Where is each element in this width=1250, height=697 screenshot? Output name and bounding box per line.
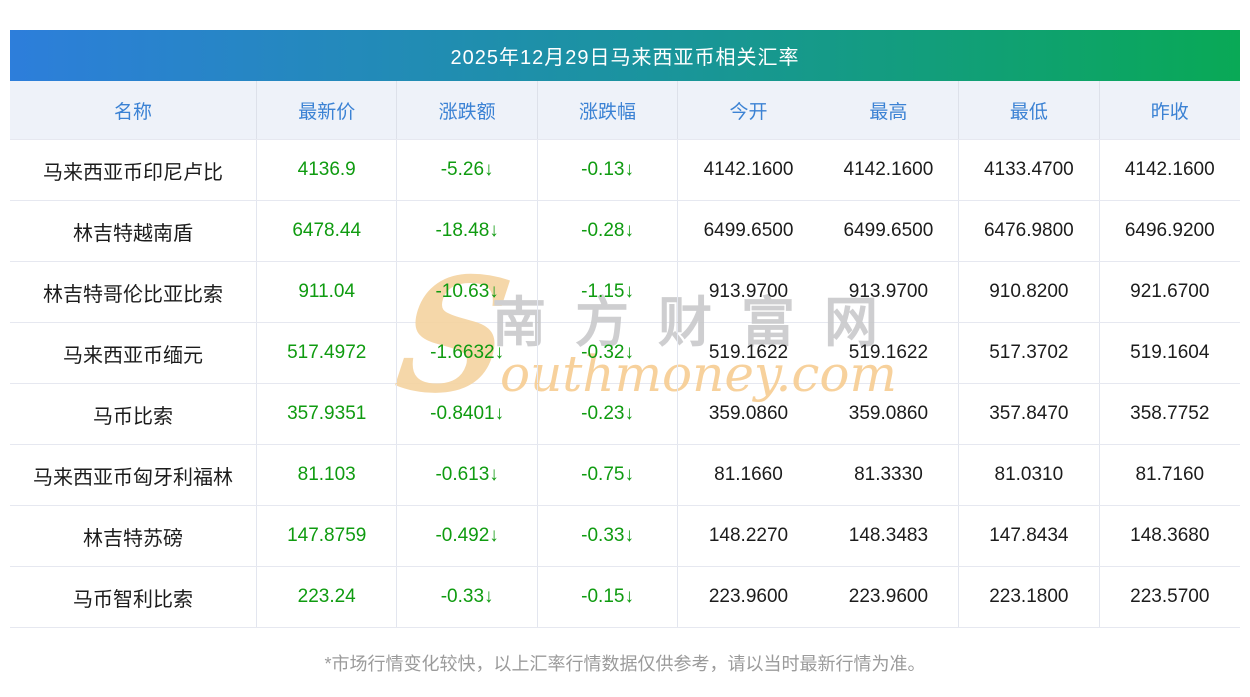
high-price: 81.3330 <box>819 445 960 505</box>
column-header-latest-price: 最新价 <box>257 81 398 139</box>
table-title-banner: 2025年12月29日马来西亚币相关汇率 <box>10 30 1240 81</box>
column-header-open: 今开 <box>729 101 768 123</box>
table-row: 马币比索 357.9351 -0.8401↓ -0.23↓ 359.0860 3… <box>10 384 1240 445</box>
table-row: 林吉特哥伦比亚比索 911.04 -10.63↓ -1.15↓ 913.9700… <box>10 262 1240 323</box>
high-price: 223.9600 <box>819 567 960 627</box>
high-price: 148.3483 <box>819 506 960 566</box>
latest-price: 4136.9 <box>257 140 398 200</box>
latest-price: 147.8759 <box>257 506 398 566</box>
change-percent: -0.13↓ <box>538 140 679 200</box>
open-price: 223.9600 <box>708 586 789 607</box>
table-row: 林吉特越南盾 6478.44 -18.48↓ -0.28↓ 6499.6500 … <box>10 201 1240 262</box>
change-amount: -18.48↓ <box>397 201 538 261</box>
prev-close-price: 358.7752 <box>1130 403 1210 424</box>
table-row: 林吉特苏磅 147.8759 -0.492↓ -0.33↓ 148.2270 1… <box>10 506 1240 567</box>
column-header-name: 名称 <box>10 81 257 139</box>
change-amount: -10.63↓ <box>397 262 538 322</box>
change-percent: -0.32↓ <box>538 323 679 383</box>
change-amount: -0.492↓ <box>397 506 538 566</box>
low-price: 4133.4700 <box>959 140 1100 200</box>
prev-close-price: 4142.1600 <box>1124 159 1215 180</box>
low-price: 910.8200 <box>959 262 1100 322</box>
low-price: 6476.9800 <box>959 201 1100 261</box>
low-price: 147.8434 <box>959 506 1100 566</box>
table-row: 马币智利比索 223.24 -0.33↓ -0.15↓ 223.9600 223… <box>10 567 1240 628</box>
pair-name: 林吉特苏磅 <box>10 506 257 566</box>
latest-price: 6478.44 <box>257 201 398 261</box>
latest-price: 357.9351 <box>257 384 398 444</box>
table-row: 马来西亚币缅元 517.4972 -1.6632↓ -0.32↓ 519.162… <box>10 323 1240 384</box>
column-header-change-percent: 涨跌幅 <box>538 81 679 139</box>
high-price: 913.9700 <box>819 262 960 322</box>
column-header-prev-close: 昨收 <box>1150 101 1189 123</box>
pair-name: 马来西亚币匈牙利福林 <box>10 445 257 505</box>
change-amount: -5.26↓ <box>397 140 538 200</box>
change-percent: -0.75↓ <box>538 445 679 505</box>
latest-price: 517.4972 <box>257 323 398 383</box>
open-price: 913.9700 <box>708 281 789 302</box>
change-amount: -0.613↓ <box>397 445 538 505</box>
exchange-rate-table: 名称 最新价 涨跌额 涨跌幅 今开 最高 最低 昨收 马来西亚币印尼卢比 413… <box>10 81 1240 628</box>
pair-name: 马来西亚币缅元 <box>10 323 257 383</box>
open-price: 359.0860 <box>708 403 789 424</box>
prev-close-price: 81.7160 <box>1135 464 1205 485</box>
pair-name: 林吉特越南盾 <box>10 201 257 261</box>
high-price: 4142.1600 <box>819 140 960 200</box>
open-price: 519.1622 <box>708 342 789 363</box>
change-amount: -0.33↓ <box>397 567 538 627</box>
table-row: 马来西亚币匈牙利福林 81.103 -0.613↓ -0.75↓ 81.1660… <box>10 445 1240 506</box>
column-header-low: 最低 <box>959 81 1100 139</box>
open-price: 81.1660 <box>714 464 783 485</box>
change-percent: -0.33↓ <box>538 506 679 566</box>
column-header-high: 最高 <box>819 81 960 139</box>
high-price: 519.1622 <box>819 323 960 383</box>
change-percent: -0.15↓ <box>538 567 679 627</box>
change-amount: -1.6632↓ <box>397 323 538 383</box>
table-header-row: 名称 最新价 涨跌额 涨跌幅 今开 最高 最低 昨收 <box>10 81 1240 140</box>
page-title: 2025年12月29日马来西亚币相关汇率 <box>450 47 800 69</box>
low-price: 517.3702 <box>959 323 1100 383</box>
change-percent: -0.23↓ <box>538 384 679 444</box>
low-price: 223.1800 <box>959 567 1100 627</box>
disclaimer-note: *市场行情变化较快，以上汇率行情数据仅供参考，请以当时最新行情为准。 <box>324 654 926 674</box>
open-price: 6499.6500 <box>703 220 794 241</box>
open-price: 4142.1600 <box>703 159 794 180</box>
prev-close-price: 223.5700 <box>1130 586 1210 607</box>
pair-name: 马币智利比索 <box>10 567 257 627</box>
column-header-change-amount: 涨跌额 <box>397 81 538 139</box>
change-amount: -0.8401↓ <box>397 384 538 444</box>
low-price: 81.0310 <box>959 445 1100 505</box>
pair-name: 马来西亚币印尼卢比 <box>10 140 257 200</box>
latest-price: 223.24 <box>257 567 398 627</box>
pair-name: 林吉特哥伦比亚比索 <box>10 262 257 322</box>
prev-close-price: 6496.9200 <box>1124 220 1215 241</box>
high-price: 6499.6500 <box>819 201 960 261</box>
prev-close-price: 519.1604 <box>1130 342 1210 363</box>
change-percent: -1.15↓ <box>538 262 679 322</box>
prev-close-price: 921.6700 <box>1130 281 1210 302</box>
prev-close-price: 148.3680 <box>1130 525 1210 546</box>
table-row: 马来西亚币印尼卢比 4136.9 -5.26↓ -0.13↓ 4142.1600… <box>10 140 1240 201</box>
high-price: 359.0860 <box>819 384 960 444</box>
pair-name: 马币比索 <box>10 384 257 444</box>
change-percent: -0.28↓ <box>538 201 679 261</box>
latest-price: 81.103 <box>257 445 398 505</box>
latest-price: 911.04 <box>257 262 398 322</box>
low-price: 357.8470 <box>959 384 1100 444</box>
open-price: 148.2270 <box>708 525 789 546</box>
